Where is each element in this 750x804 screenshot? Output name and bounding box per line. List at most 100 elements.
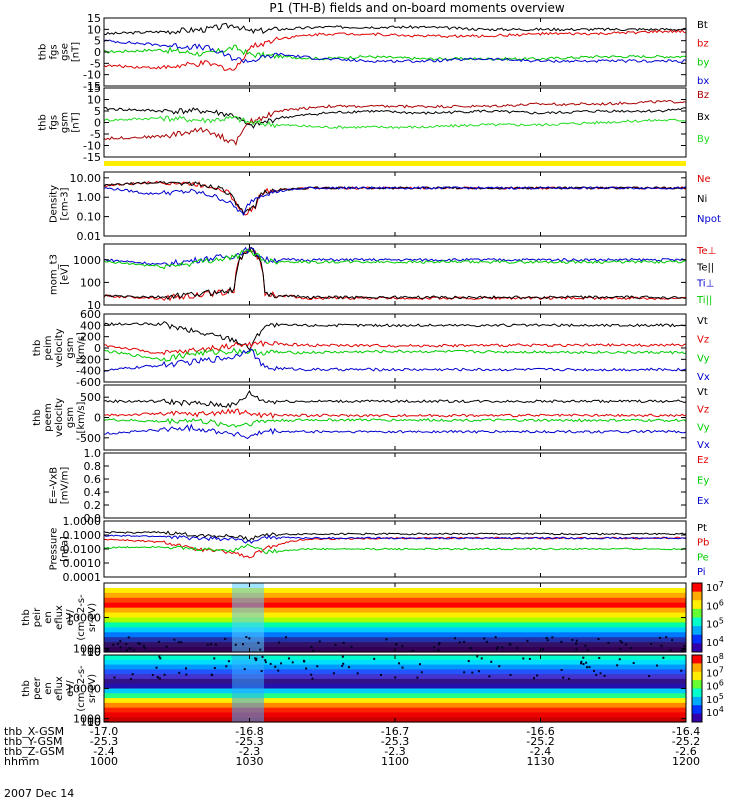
y-tick-label: 0.4 — [84, 486, 102, 499]
spectro-noise — [214, 643, 217, 646]
x-axis-row-label: thb_Z-GSM — [4, 745, 64, 758]
spectro-noise — [394, 676, 397, 679]
spectro-noise — [580, 660, 583, 663]
spectro-noise — [648, 675, 651, 678]
y-tick-label: -600 — [76, 376, 101, 389]
y-axis-label: sr-eV) — [87, 603, 98, 632]
series-line-peim — [103, 348, 687, 373]
y-tick-label: 10000 — [66, 683, 101, 696]
spectro-noise — [341, 664, 344, 667]
y-axis-label: thb — [32, 409, 43, 426]
spectro-noise — [546, 639, 549, 642]
spectro-noise — [586, 649, 589, 652]
legend-entry: Ti|| — [696, 295, 712, 306]
legend-entry: Te⊥ — [696, 246, 716, 257]
spectro-noise — [291, 661, 294, 664]
spectro-noise — [619, 647, 622, 650]
legend-entry: Pi — [697, 567, 706, 578]
spectro-noise — [536, 674, 539, 677]
spectro-noise — [619, 640, 622, 643]
y-tick-label: 0.0100 — [63, 543, 102, 556]
y-axis-label: thb — [21, 609, 32, 626]
spectro-noise — [341, 655, 344, 658]
panel-frame — [103, 384, 687, 451]
spectro-noise — [131, 673, 134, 676]
x-axis-tick-label: -16.7 — [381, 725, 409, 738]
colorbar-swatch — [692, 696, 702, 706]
spectro-noise — [310, 673, 313, 676]
y-tick-label: 1000 — [73, 643, 101, 656]
y-tick-label: 0 — [94, 117, 101, 130]
y-axis-label: gsm — [65, 407, 76, 428]
panel-temp: 1000 100 10 mom_t3 [eV] Te⊥ Te|| Ti⊥ Ti|| — [49, 243, 716, 312]
spectro-noise — [582, 663, 585, 666]
colorbar-swatch — [692, 643, 702, 653]
spectro-noise — [373, 657, 376, 660]
spectro-noise — [533, 677, 536, 680]
y-tick-label: 1.00 — [77, 191, 102, 204]
legend-entry: Ti⊥ — [696, 279, 714, 290]
colorbar-swatch — [692, 713, 702, 723]
x-axis-tick-label: -25.2 — [526, 735, 554, 748]
panel-peem: 500 0 -500 thb peem velocity gsm [km/s] Vt Vz Vy Vx — [32, 384, 710, 451]
colorbar-label: 105 — [706, 692, 724, 706]
y-axis-label: fgs — [49, 115, 60, 130]
spectro-noise — [471, 671, 474, 674]
y-axis-label: Pressure — [49, 528, 60, 571]
spectro-noise — [213, 657, 216, 660]
legend-entry: Vt — [697, 387, 708, 398]
y-axis-label: eV/ — [65, 680, 76, 697]
spectro-noise — [582, 656, 585, 659]
spectro-band — [104, 592, 686, 599]
spectro-noise — [398, 662, 401, 665]
spectro-noise — [588, 666, 591, 669]
spectro-noise — [494, 636, 497, 639]
legend-entry: Ex — [697, 496, 709, 507]
series-line-density — [103, 180, 686, 215]
spectro-noise — [526, 639, 529, 642]
y-axis-label: (cm^2-s- — [76, 665, 87, 712]
series-line-peim — [103, 347, 687, 362]
spectro-noise — [180, 641, 183, 644]
spectro-noise — [224, 637, 227, 640]
panel-efield: 1.00.80.60.40.20.0 E=-VxB [mV/m] Ez Ey Ex — [49, 447, 710, 525]
spectro-noise — [128, 647, 131, 650]
spectro-noise — [607, 641, 610, 644]
series-line-peem — [103, 408, 687, 419]
colorbar-swatch — [692, 634, 702, 644]
legend-entry: Vz — [697, 405, 709, 416]
colorbar-swatch — [692, 688, 702, 698]
spectro-noise — [438, 643, 441, 646]
spectro-noise — [476, 655, 479, 658]
panel-frame — [103, 452, 687, 519]
colorbar-label: 108 — [706, 652, 724, 666]
y-tick-label: 5 — [94, 35, 101, 48]
spectro-noise — [495, 647, 498, 650]
colorbar-swatch — [692, 583, 702, 593]
y-tick-label: 0.10 — [77, 211, 102, 224]
spectro-noise — [234, 643, 237, 646]
y-axis-label: thb — [21, 680, 32, 697]
spectro-noise — [280, 662, 283, 665]
y-tick-label: 600 — [80, 308, 101, 321]
spectro-noise — [119, 646, 122, 649]
y-axis-label: thb — [38, 44, 49, 61]
spectro-noise — [163, 673, 166, 676]
legend-entry: Vy — [697, 422, 710, 433]
spectro-noise — [516, 647, 519, 650]
y-axis-label: gsm — [65, 337, 76, 358]
spectro-noise — [385, 638, 388, 641]
spectro-noise — [107, 648, 110, 651]
spectro-noise — [401, 645, 404, 648]
y-tick-label: -5 — [90, 57, 101, 70]
spectro-noise — [105, 649, 108, 652]
y-tick-label: 100 — [80, 646, 101, 659]
y-tick-label: 0.0010 — [63, 557, 102, 570]
y-tick-label: -10 — [83, 140, 101, 153]
series-line-peem — [103, 389, 687, 409]
y-tick-label: 0.2 — [84, 499, 102, 512]
y-axis-label: peir — [32, 607, 43, 627]
series-line-density — [103, 186, 686, 217]
series-line-pressure — [103, 534, 687, 544]
